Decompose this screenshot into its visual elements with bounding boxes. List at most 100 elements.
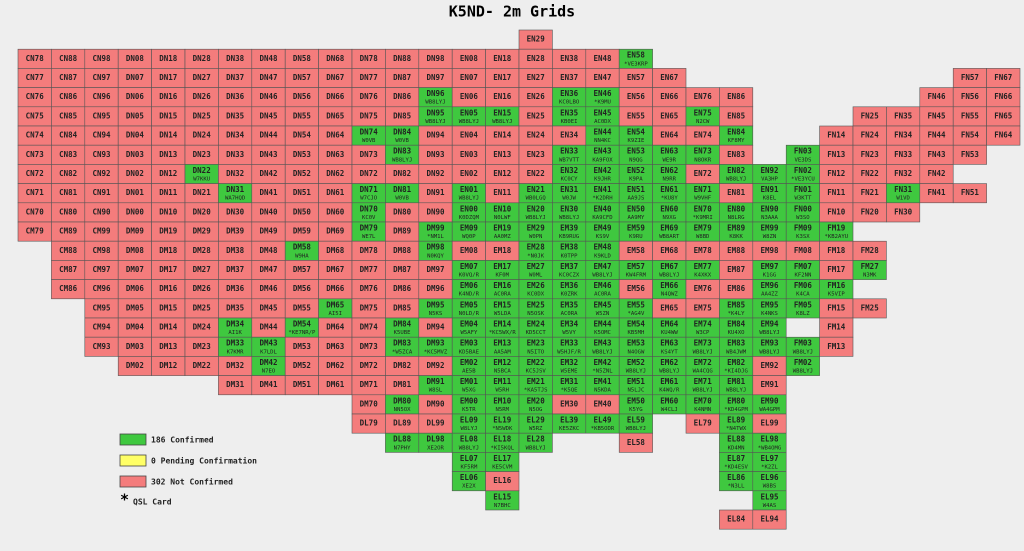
- grid-name: EM54: [627, 320, 646, 329]
- grid-name: DN64: [326, 131, 345, 140]
- grid-name: DM31: [226, 380, 245, 389]
- grid-name: EM02: [460, 358, 478, 367]
- grid-name: CM99: [92, 227, 111, 236]
- grid-name: EM86: [727, 284, 746, 293]
- grid-name: DN94: [426, 131, 445, 140]
- callsign: K9KLD: [594, 253, 611, 259]
- grid-name: FN13: [827, 150, 846, 159]
- callsign: *W5ZCA: [392, 349, 413, 355]
- callsign: KB5MH: [627, 330, 644, 336]
- grid-name: EN83: [727, 150, 746, 159]
- grid-name: DM36: [226, 284, 245, 293]
- callsign: W8SL: [429, 388, 443, 394]
- grid-name: DM86: [393, 284, 412, 293]
- grid-name: CN81: [59, 188, 78, 197]
- callsign: KE5ZKC: [559, 426, 579, 432]
- grid-name: DN33: [226, 150, 245, 159]
- callsign: *VE3YCU: [791, 177, 815, 183]
- callsign: W9VHF: [694, 196, 711, 202]
- grid-name: DN84: [393, 128, 412, 137]
- grid-name: EL97: [760, 454, 778, 463]
- grid-name: FN53: [961, 150, 980, 159]
- callsign: *K9MRI: [693, 215, 713, 221]
- grid-name: FN67: [994, 73, 1012, 82]
- grid-name: CN83: [59, 150, 78, 159]
- grid-name: EN01: [460, 185, 479, 194]
- callsign: N0LD/R: [459, 311, 480, 317]
- grid-name: DM12: [159, 361, 177, 370]
- grid-name: DN90: [426, 207, 445, 216]
- note-text: QSL Card: [133, 498, 172, 507]
- grid-name: EL94: [760, 515, 779, 524]
- legend-swatch: [119, 475, 147, 488]
- callsign: K0DZQM: [459, 215, 480, 221]
- grid-name: EM77: [694, 262, 712, 271]
- grid-name: DM23: [193, 342, 212, 351]
- grid-name: DN14: [159, 131, 178, 140]
- callsign: W3KTT: [794, 196, 811, 202]
- grid-name: EM87: [727, 265, 745, 274]
- grid-name: DN81: [393, 185, 412, 194]
- grid-name: DN54: [293, 131, 312, 140]
- grid-name: CN82: [59, 169, 77, 178]
- grid-name: EM31: [560, 377, 579, 386]
- callsign: WE9R: [663, 157, 677, 163]
- grid-name: EM80: [727, 396, 746, 405]
- grid-name: FN22: [861, 169, 879, 178]
- callsign: WB8LYJ: [459, 196, 479, 202]
- callsign: WB8LYJ: [626, 426, 646, 432]
- grid-name: DN07: [126, 73, 144, 82]
- grid-name: EM37: [560, 262, 578, 271]
- grid-name: DN42: [259, 169, 277, 178]
- grid-name: CM79: [26, 227, 45, 236]
- callsign: WB8LYJ: [526, 445, 546, 451]
- callsign: AA9JS: [627, 196, 644, 202]
- callsign: WB8LYJ: [793, 369, 813, 375]
- callsign: KD4MN: [728, 445, 745, 451]
- callsign: N5OSK: [527, 311, 544, 317]
- grid-name: EM24: [527, 320, 546, 329]
- callsign: NN4KC: [594, 138, 611, 144]
- grid-name: CM97: [92, 265, 110, 274]
- grid-name: EL09: [460, 416, 479, 425]
- grid-name: DM62: [326, 361, 344, 370]
- grid-name: DM70: [360, 399, 379, 408]
- grid-name: DM18: [159, 246, 178, 255]
- grid-name: DN27: [193, 73, 211, 82]
- grid-name: DM02: [126, 361, 144, 370]
- grid-name: DM32: [226, 361, 244, 370]
- callsign: WB8ART: [659, 234, 680, 240]
- grid-name: EM91: [760, 380, 779, 389]
- grid-name: DM16: [159, 284, 178, 293]
- grid-name: DN83: [393, 147, 412, 156]
- grid-name: CN95: [92, 111, 110, 120]
- callsign: AC0DX: [594, 119, 611, 125]
- callsign: WB0LGQ: [526, 196, 547, 202]
- grid-name: EM55: [627, 300, 645, 309]
- callsign: K1GG: [763, 273, 777, 279]
- grid-name: EN26: [527, 92, 546, 101]
- grid-name: EM57: [627, 262, 645, 271]
- grid-name: EN48: [593, 54, 612, 63]
- grid-name: EN76: [694, 92, 713, 101]
- grid-name: DM22: [193, 361, 211, 370]
- grid-name: EN12: [493, 169, 511, 178]
- callsign: AC0RA: [594, 292, 611, 298]
- grid-name: DM05: [126, 303, 144, 312]
- grid-name: DM79: [360, 224, 379, 233]
- grid-name: EN90: [760, 204, 779, 213]
- grid-name: EN35: [560, 108, 578, 117]
- grid-name: DN92: [426, 169, 444, 178]
- grid-name: EM82: [727, 358, 745, 367]
- grid-name: EM53: [627, 339, 646, 348]
- callsign: WB7VTT: [559, 157, 580, 163]
- grid-name: EN46: [593, 89, 612, 98]
- grid-name: DN74: [360, 128, 379, 137]
- grid-name: EN52: [627, 166, 645, 175]
- grid-name: DN40: [259, 207, 278, 216]
- callsign: WB8LYJ: [693, 388, 713, 394]
- grid-name: EL39: [560, 416, 579, 425]
- callsign: W1VD: [896, 196, 910, 202]
- callsign: *KE7NR/P: [288, 330, 316, 336]
- grid-name: CM89: [59, 227, 78, 236]
